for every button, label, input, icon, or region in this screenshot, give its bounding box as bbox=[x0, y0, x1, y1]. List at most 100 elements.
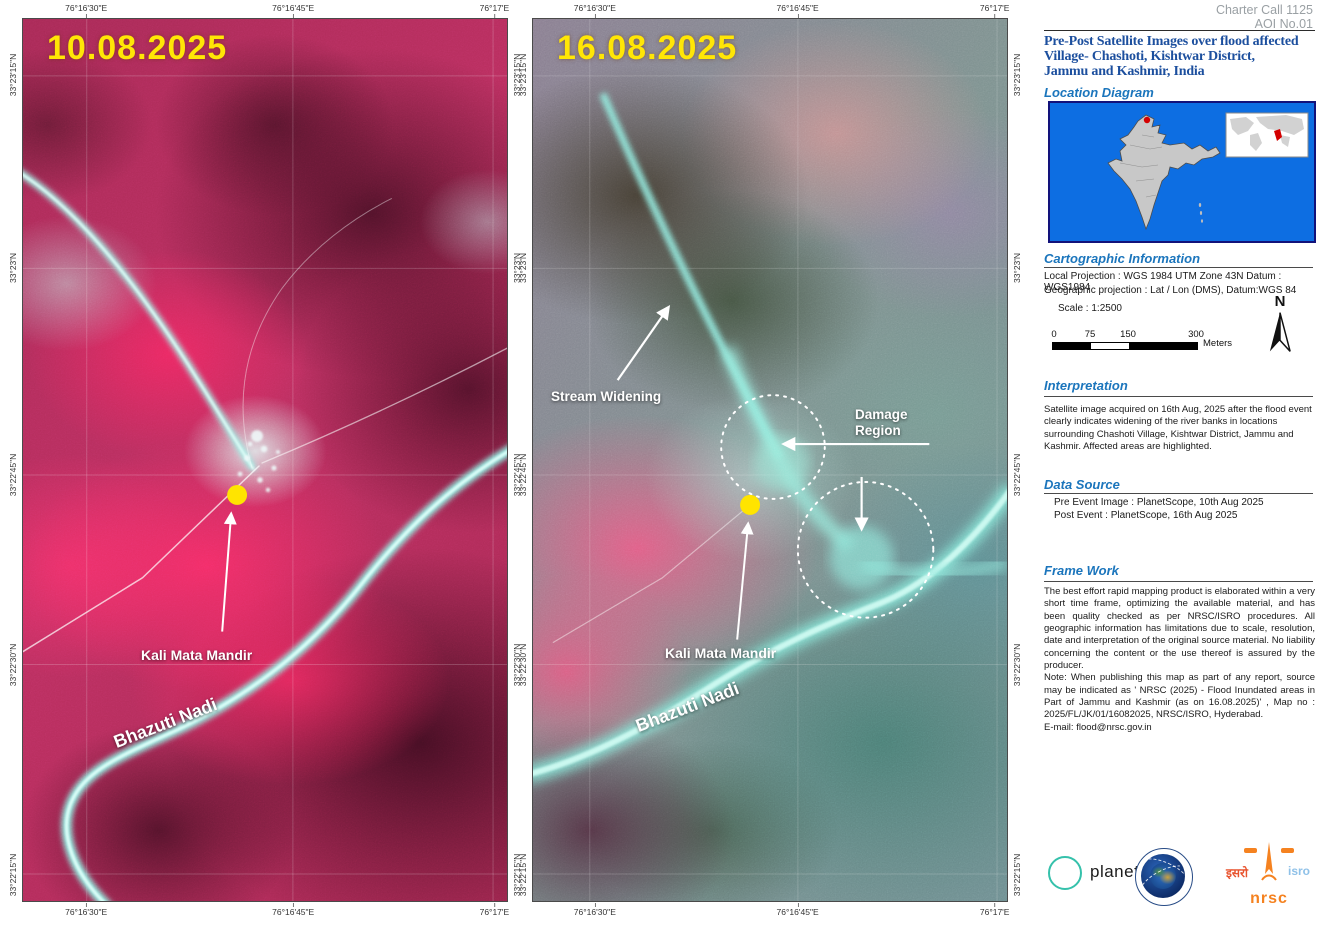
planet-wordmark: planet. bbox=[1090, 862, 1145, 881]
damage-line1: Damage bbox=[855, 407, 908, 422]
lat-tick-label: 33°22'45"N bbox=[518, 453, 528, 497]
kali-annotation-arrow bbox=[221, 511, 237, 632]
projection-line1: Local Projection : WGS 1984 UTM Zone 43N… bbox=[1044, 271, 1282, 293]
lat-tick-label: 33°22'30"N bbox=[518, 643, 528, 687]
lon-tick-label: 76°17'E bbox=[979, 3, 1010, 18]
grain-texture bbox=[23, 19, 507, 901]
divider bbox=[1044, 581, 1313, 582]
charter-logo bbox=[1135, 848, 1193, 906]
nrsc-wordmark: nrsc bbox=[1250, 890, 1288, 907]
lat-axis-left: 33°23'15"N 33°23'N 33°22'45"N 33°22'30"N 33°… bbox=[7, 18, 19, 902]
scalebar-label: 0 bbox=[1051, 329, 1057, 340]
location-diagram bbox=[1048, 101, 1316, 243]
india-map bbox=[1107, 114, 1221, 231]
kali-mata-mandir-marker bbox=[227, 484, 248, 505]
lon-tick-label: 76°16'30"E bbox=[573, 3, 616, 18]
lat-tick-label: 33°22'30"N bbox=[8, 643, 18, 687]
framework-heading: Frame Work bbox=[1044, 563, 1119, 578]
isro-devanagari-text: इसरो bbox=[1226, 866, 1249, 880]
lat-tick-label: 33°22'45"N bbox=[1012, 453, 1022, 497]
lat-tick-label: 33°23'N bbox=[8, 253, 18, 284]
world-india-marker bbox=[1274, 129, 1282, 141]
contact-email: E-mail: flood@nrsc.gov.in bbox=[1044, 721, 1152, 733]
lat-tick-label: 33°22'15"N bbox=[8, 853, 18, 896]
scalebar-label: 300 bbox=[1188, 329, 1204, 340]
lon-tick-label: 76°17'E bbox=[479, 903, 510, 917]
lat-axis-right: 33°23'15"N 33°23'N 33°22'45"N 33°22'30"N 33°… bbox=[1011, 18, 1023, 902]
lon-tick-label: 76°16'45"E bbox=[272, 3, 315, 18]
isro-rocket-icon bbox=[1244, 842, 1294, 881]
isro-nrsc-logo: इसरो isro nrsc bbox=[1226, 840, 1312, 910]
island-chain bbox=[1198, 203, 1203, 223]
world-inset bbox=[1225, 112, 1309, 158]
title-line3: Jammu and Kashmir, India bbox=[1044, 64, 1205, 80]
lat-tick-label: 33°23'15"N bbox=[8, 53, 18, 96]
grain-texture bbox=[533, 19, 1007, 901]
divider bbox=[1044, 396, 1313, 397]
post-event-date: 16.08.2025 bbox=[557, 29, 738, 67]
lon-axis-bottom: 76°16'30"E 76°16'45"E 76°17'E bbox=[532, 903, 1010, 919]
lon-axis-bottom: 76°16'30"E 76°16'45"E 76°17'E bbox=[22, 903, 510, 919]
kali-annotation-arrow bbox=[736, 521, 754, 640]
lat-tick-label: 33°22'15"N bbox=[1012, 853, 1022, 896]
charter-call-ref: Charter Call 1125 AOI No.01 bbox=[1216, 3, 1313, 32]
isro-latin-text: isro bbox=[1287, 864, 1310, 878]
scalebar-label: 150 bbox=[1120, 329, 1136, 340]
divider bbox=[1044, 30, 1315, 31]
divider bbox=[1044, 267, 1313, 268]
info-panel: Charter Call 1125 AOI No.01 Pre-Post Sat… bbox=[1040, 0, 1319, 930]
pre-event-source: Pre Event Image : PlanetScope, 10th Aug … bbox=[1054, 497, 1264, 508]
title-line2: Village- Chashoti, Kishtwar District, bbox=[1044, 49, 1255, 65]
lon-tick-label: 76°16'45"E bbox=[776, 3, 819, 18]
stream-widening-label: Stream Widening bbox=[551, 389, 662, 404]
kali-mata-mandir-label: Kali Mata Mandir bbox=[665, 645, 777, 661]
scalebar-label: 75 bbox=[1084, 329, 1096, 340]
post-event-map: 76°16'30"E 76°16'45"E 76°17'E 76°16'30"E 76… bbox=[518, 3, 1022, 917]
lat-axis-left: 33°23'15"N 33°23'N 33°22'45"N 33°22'30"N 33°… bbox=[517, 18, 529, 902]
location-diagram-heading: Location Diagram bbox=[1044, 85, 1154, 100]
post-event-source: Post Event : PlanetScope, 16th Aug 2025 bbox=[1054, 510, 1238, 521]
globe-icon bbox=[1150, 863, 1176, 889]
scalebar-segments bbox=[1052, 342, 1198, 350]
post-event-satellite-image: 16.08.2025 Stream Widening Damage Region… bbox=[532, 18, 1008, 902]
pre-event-satellite-image: 10.08.2025 Kali Mata Mandir Bhazuti Nadi bbox=[22, 18, 508, 902]
isro-emblem: इसरो isro bbox=[1226, 840, 1312, 890]
aoi-number: AOI No.01 bbox=[1254, 17, 1313, 32]
lon-axis-top: 76°16'30"E 76°16'45"E 76°17'E bbox=[532, 3, 1010, 18]
page-title: Pre-Post Satellite Images over flood aff… bbox=[1044, 34, 1316, 79]
planet-logo: planet. bbox=[1046, 854, 1166, 894]
scale-bar: 0 75 150 300 Meters bbox=[1051, 329, 1262, 355]
lon-tick-label: 76°16'45"E bbox=[776, 903, 819, 917]
lat-tick-label: 33°22'30"N bbox=[1012, 643, 1022, 687]
kali-mata-mandir-marker bbox=[740, 494, 761, 515]
framework-body: The best effort rapid mapping product is… bbox=[1044, 586, 1315, 672]
north-arrow-icon: N bbox=[1258, 294, 1302, 360]
cartographic-heading: Cartographic Information bbox=[1044, 251, 1201, 266]
lon-tick-label: 76°17'E bbox=[979, 903, 1010, 917]
framework-note: Note: When publishing this map as part o… bbox=[1044, 672, 1315, 721]
north-label: N bbox=[1274, 293, 1286, 310]
lon-axis-top: 76°16'30"E 76°16'45"E 76°17'E bbox=[22, 3, 509, 18]
aoi-marker bbox=[1143, 116, 1151, 124]
lon-tick-label: 76°16'30"E bbox=[573, 903, 616, 917]
kali-mata-mandir-label: Kali Mata Mandir bbox=[141, 647, 253, 663]
lon-tick-label: 76°16'30"E bbox=[65, 3, 108, 18]
lat-tick-label: 33°23'N bbox=[518, 253, 528, 284]
lat-tick-label: 33°23'N bbox=[1012, 253, 1022, 284]
charter-emblem bbox=[1141, 854, 1185, 898]
lat-tick-label: 33°23'15"N bbox=[518, 53, 528, 96]
projection-line2: Geographic projection : Lat / Lon (DMS),… bbox=[1044, 285, 1297, 296]
lon-tick-label: 76°16'30"E bbox=[65, 903, 108, 917]
damage-line2: Region bbox=[855, 422, 901, 438]
interpretation-body: Satellite image acquired on 16th Aug, 20… bbox=[1044, 404, 1312, 453]
data-source-heading: Data Source bbox=[1044, 477, 1120, 492]
planet-circle-icon bbox=[1048, 856, 1082, 890]
pre-event-date: 10.08.2025 bbox=[47, 29, 228, 67]
framework-text: The best effort rapid mapping product is… bbox=[1044, 586, 1315, 734]
charter-call-number: Charter Call 1125 bbox=[1215, 3, 1313, 17]
lat-tick-label: 33°22'15"N bbox=[518, 853, 528, 896]
lat-tick-label: 33°23'15"N bbox=[1012, 53, 1022, 96]
pre-event-map: 76°16'30"E 76°16'45"E 76°17'E 76°16'30"E 76… bbox=[8, 3, 522, 917]
scale-text: Scale : 1:2500 bbox=[1058, 303, 1122, 314]
